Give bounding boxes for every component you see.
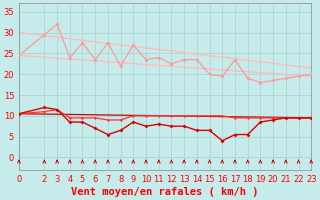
X-axis label: Vent moyen/en rafales ( km/h ): Vent moyen/en rafales ( km/h ) xyxy=(71,187,259,197)
